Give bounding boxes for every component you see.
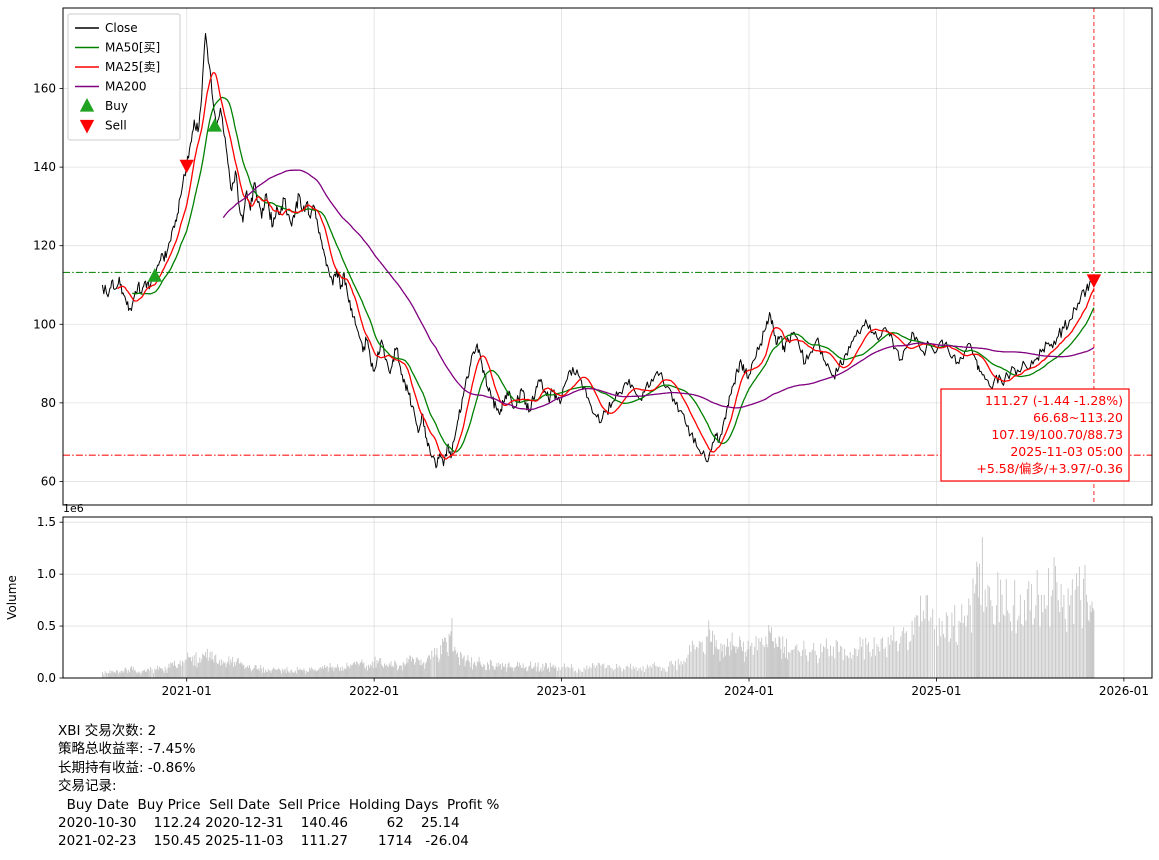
volume-axis-label: Volume: [5, 575, 19, 620]
volume-ytick-label: 0.0: [37, 671, 56, 685]
legend-label: MA50[买]: [105, 41, 160, 55]
info-annotation-line: 66.68~113.20: [1033, 410, 1123, 425]
info-annotation-box: [940, 388, 1130, 482]
price-ytick-label: 120: [33, 239, 56, 253]
info-annotation-line: +5.58/偏多/+3.97/-0.36: [976, 461, 1123, 476]
stats-hold-return: 长期持有收益: -0.86%: [58, 759, 196, 776]
xtick-label: 2026-01: [1099, 684, 1149, 698]
chart-svg: 60 80 100 120 140 160 0.0 0.5 1.0 1.5 2021-01 2022-…: [5, 7, 1153, 698]
info-annotation-line: 2025-11-03 05:00: [1010, 444, 1123, 459]
volume-ytick-label: 1.0: [37, 567, 56, 581]
legend-label: Close: [105, 21, 138, 35]
stats-records-title: 交易记录:: [58, 778, 117, 795]
buy-marker: [147, 268, 163, 282]
stats-trade-count: XBI 交易次数: 2: [58, 723, 157, 739]
sell-marker: [179, 159, 194, 174]
legend-label: Buy: [105, 99, 128, 113]
price-ytick-label: 100: [33, 317, 56, 331]
legend-label: Sell: [105, 119, 127, 133]
legend: Close MA50[买] MA25[卖] MA200 Buy Sell: [67, 13, 181, 141]
volume-ytick-label: 1.5: [37, 515, 56, 529]
volume-ytick-label: 0.5: [37, 619, 56, 633]
price-ytick-label: 60: [41, 474, 56, 488]
ma-line-MA200: [222, 169, 1095, 411]
xtick-label: 2024-01: [724, 684, 774, 698]
volume-offset-label: 1e6: [63, 502, 84, 515]
xtick-label: 2022-01: [349, 684, 399, 698]
legend-marker-buy: [79, 98, 95, 112]
axis-labels: 60 80 100 120 140 160 0.0 0.5 1.0 1.5 2021-01 2022-…: [5, 82, 1149, 698]
legend-marker-sell: [79, 119, 95, 134]
xtick-label: 2023-01: [537, 684, 587, 698]
stats-table-row: 2020-10-30 112.24 2020-12-31 140.46 62 2…: [58, 815, 460, 832]
legend-label: MA25[卖]: [105, 60, 160, 74]
volume-bars: [101, 537, 1095, 678]
price-panel-border: [62, 7, 1153, 506]
close-line: [101, 33, 1095, 469]
legend-box: [67, 13, 181, 141]
info-annotation: 111.27 (-1.44 -1.28%) 66.68~113.20 107.19/…: [940, 388, 1130, 482]
price-ytick-label: 160: [33, 82, 56, 96]
info-annotation-line: 107.19/100.70/88.73: [991, 427, 1123, 442]
price-ytick-label: 80: [41, 396, 56, 410]
ma-line-MA25: [117, 72, 1095, 460]
axis-ticks: [59, 88, 1125, 682]
xtick-label: 2021-01: [162, 684, 212, 698]
stats-block: XBI 交易次数: 2 策略总收益率: -7.45% 长期持有收益: -0.86…: [58, 722, 499, 851]
stats-table-header: Buy Date Buy Price Sell Date Sell Price …: [58, 796, 500, 813]
grid-lines: [63, 8, 1152, 679]
price-ytick-label: 140: [33, 160, 56, 174]
sell-marker: [1086, 274, 1102, 288]
xtick-label: 2025-01: [911, 684, 961, 698]
volume-panel-border: [62, 516, 1153, 679]
legend-label: MA200: [105, 80, 146, 94]
stats-table-row: 2021-02-23 150.45 2025-11-03 111.27 1714…: [58, 833, 469, 850]
stats-strategy-return: 策略总收益率: -7.45%: [58, 741, 196, 758]
buy-marker: [207, 118, 223, 132]
info-annotation-line: 111.27 (-1.44 -1.28%): [985, 393, 1123, 408]
